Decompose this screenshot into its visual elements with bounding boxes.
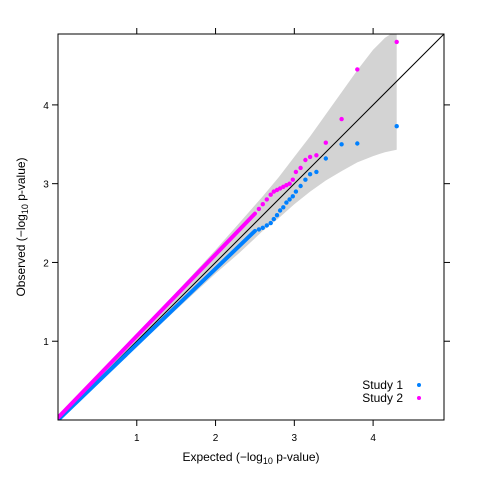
- data-point-study-1: [293, 189, 299, 194]
- legend: Study 1 Study 2: [362, 378, 421, 405]
- y-axis-title-subscript: 10: [20, 204, 30, 214]
- y-axis-title: Observed (−log10 p-value): [14, 157, 30, 296]
- x-axis-title-tail: p-value): [273, 450, 320, 464]
- data-point-study-1: [274, 213, 280, 218]
- data-point-study-2: [264, 197, 269, 202]
- axis-ticks: 1 2 3 4 1 2 3 4: [43, 28, 450, 444]
- series-layer: [58, 39, 399, 420]
- data-point-study-1: [256, 227, 262, 232]
- series-study-2: [58, 39, 399, 420]
- series-study-1: [58, 124, 399, 420]
- x-axis-title-subscript: 10: [263, 456, 273, 466]
- data-point-study-1: [277, 208, 283, 213]
- confidence-band: [58, 34, 397, 420]
- x-tick-label: 1: [134, 433, 140, 444]
- data-point-study-2: [290, 177, 295, 182]
- data-point-study-2: [303, 157, 308, 163]
- x-axis-title: Expected (−log10 p-value): [182, 450, 319, 466]
- data-point-study-1: [281, 205, 286, 210]
- x-tick-label: 2: [213, 433, 219, 444]
- data-point-study-2: [293, 169, 299, 175]
- data-point-study-1: [271, 216, 276, 222]
- data-point-study-1: [290, 194, 295, 199]
- data-point-study-1: [298, 183, 303, 189]
- data-point-study-2: [314, 153, 319, 158]
- data-point-study-2: [268, 192, 273, 197]
- data-point-study-1: [264, 223, 269, 228]
- data-point-study-2: [323, 140, 328, 145]
- legend-marker-study-1: [417, 383, 421, 387]
- data-point-study-2: [298, 165, 303, 171]
- data-point-study-2: [287, 181, 292, 186]
- plot-frame: [57, 33, 445, 421]
- data-point-study-1: [394, 124, 399, 129]
- x-tick-label: 3: [292, 433, 298, 444]
- data-point-study-1: [284, 200, 289, 205]
- data-point-study-1: [303, 177, 308, 182]
- data-point-study-1: [260, 225, 265, 230]
- data-point-study-2: [355, 67, 360, 72]
- data-point-study-2: [307, 154, 313, 160]
- data-point-study-1: [307, 172, 313, 177]
- y-tick-label: 2: [43, 258, 49, 269]
- x-tick-label: 4: [370, 433, 376, 444]
- data-point-study-1: [287, 197, 292, 202]
- legend-label-study-1: Study 1: [362, 378, 403, 392]
- y-tick-label: 1: [43, 337, 49, 348]
- data-point-study-1: [314, 169, 319, 175]
- data-point-study-1: [268, 220, 273, 226]
- confidence-band-layer: [58, 34, 397, 420]
- y-axis-title-main: Observed (−log: [14, 214, 28, 296]
- data-point-study-2: [339, 116, 344, 122]
- x-axis-title-main: Expected (−log: [182, 450, 262, 464]
- data-point-study-1: [339, 142, 344, 147]
- y-tick-label: 3: [43, 180, 49, 191]
- y-tick-label: 4: [43, 101, 49, 112]
- data-point-study-1: [323, 156, 328, 161]
- data-point-study-2: [394, 39, 399, 45]
- data-point-study-2: [260, 202, 265, 207]
- legend-marker-study-2: [417, 396, 421, 400]
- y-axis-title-tail: p-value): [14, 157, 28, 204]
- series-trend-study-1: [58, 228, 257, 420]
- legend-label-study-2: Study 2: [362, 391, 403, 405]
- data-point-study-2: [256, 206, 262, 212]
- data-point-study-1: [355, 141, 360, 146]
- series-trend-study-2: [58, 211, 257, 420]
